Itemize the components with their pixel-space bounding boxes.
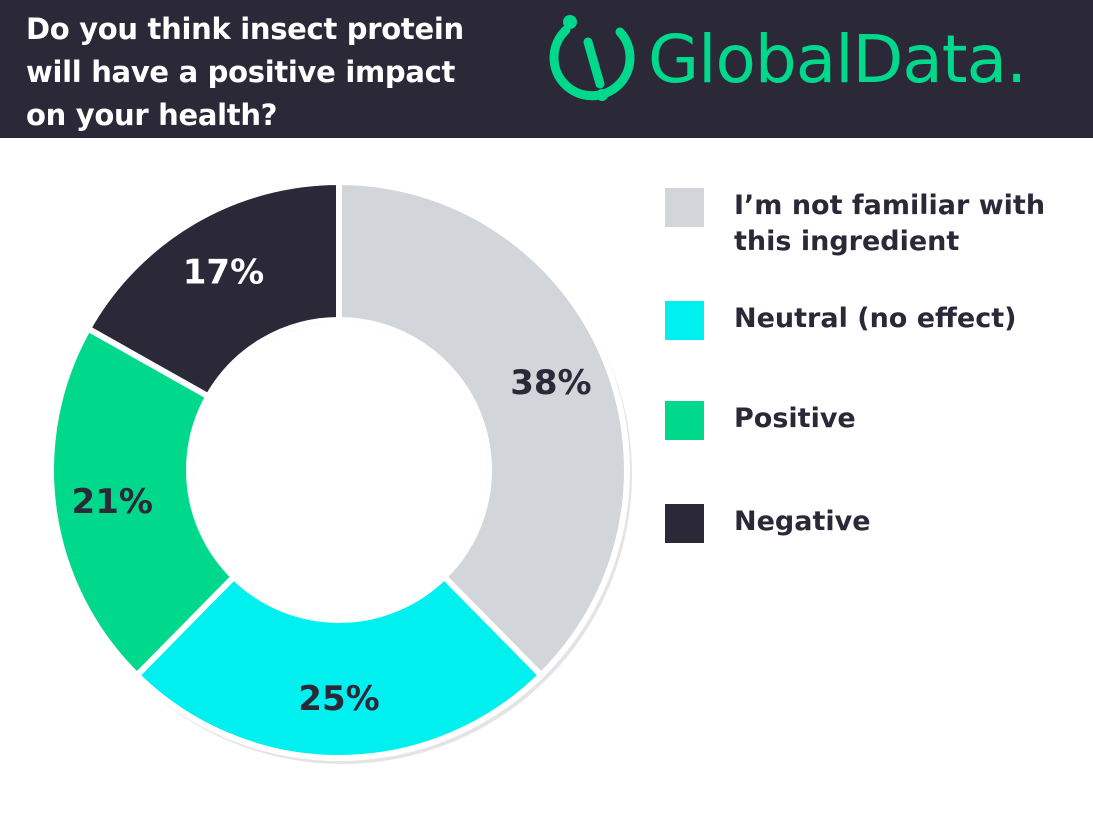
legend-label: I’m not familiar with this ingredient [734,190,1046,257]
legend-label: Positive [734,403,856,434]
chart-title: Do you think insect protein will have a … [26,12,464,132]
slice-label-1: 38% [510,363,591,403]
globaldata-logo-icon [549,15,635,101]
header-bar: Do you think insect protein will have a … [0,0,1093,138]
donut-slice-4 [84,178,342,401]
slice-label-3: 21% [72,482,153,522]
legend-label: Neutral (no effect) [734,303,1017,334]
legend-swatch [665,401,704,440]
globaldata-logo: GlobalData. [540,10,1080,110]
slice-label-4: 17% [183,252,264,292]
legend-swatch [665,188,704,227]
legend-label: Negative [734,506,871,537]
legend-swatch [665,301,704,340]
donut-slice-3 [48,324,239,680]
slice-label-2: 25% [298,679,379,719]
legend-swatch [665,504,704,543]
globaldata-logo-text: GlobalData. [648,21,1027,98]
donut-slice-1 [336,178,630,680]
donut-slice-2 [132,572,546,761]
donut-hole [192,323,486,617]
donut-chart: 38% 25% 21% 17% [48,178,632,764]
